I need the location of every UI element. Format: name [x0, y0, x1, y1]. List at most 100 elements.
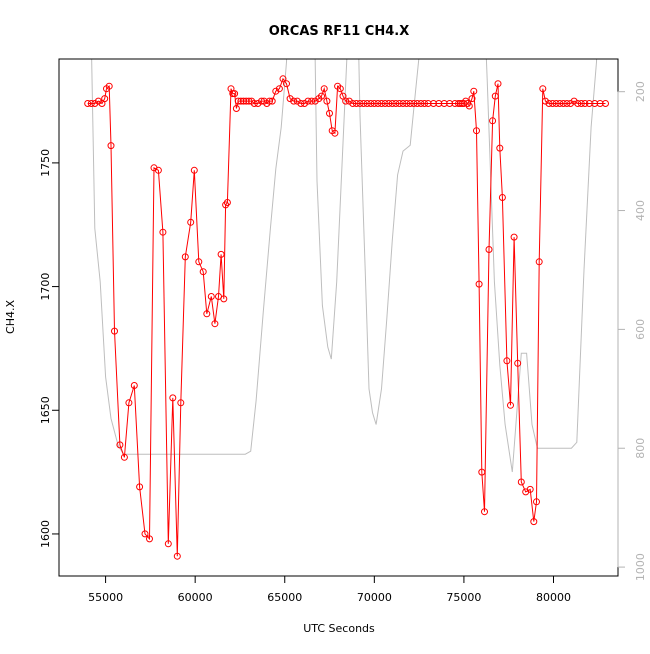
ch4-data-point — [187, 218, 195, 226]
y-tick-label: 1750 — [39, 149, 52, 177]
ch4-data-point — [507, 401, 514, 409]
ch4-data-point — [385, 100, 393, 107]
ch4-data-point — [491, 92, 499, 100]
ch4-data-point — [475, 280, 483, 288]
ch4-data-point — [349, 100, 357, 107]
y-axis-right: 200 400 600 800 1000 — [617, 81, 647, 581]
ch4-data-point — [203, 310, 211, 318]
ch4-data-point — [87, 100, 95, 107]
ch4-data-point — [410, 100, 418, 107]
ch4-data-point — [220, 295, 228, 303]
ch4-data-point — [510, 233, 518, 241]
ch4-data-point — [370, 100, 378, 107]
x-tick-label: 60000 — [178, 591, 213, 604]
ch4-data-point — [94, 97, 102, 105]
y-tick-label: 1600 — [39, 520, 52, 548]
ch4-data-point — [392, 100, 400, 107]
ch4-data-point — [574, 100, 582, 107]
ch4-data-point — [326, 109, 333, 117]
ch4-data-point — [136, 483, 144, 491]
ch4-data-point — [190, 166, 198, 174]
x-tick-label: 80000 — [536, 591, 571, 604]
ch4-data-point — [227, 85, 235, 93]
ch4-data-point — [446, 100, 454, 107]
ch4-data-point — [514, 359, 522, 367]
ch4-data-point — [489, 117, 497, 125]
x-tick-label: 70000 — [357, 591, 392, 604]
ch4-data-point — [395, 100, 403, 107]
x-tick-label: 65000 — [267, 591, 302, 604]
y2-tick-label: 800 — [634, 438, 647, 459]
ch4-data-point — [320, 85, 328, 93]
ch4-data-point — [345, 97, 353, 105]
y-axis-label: CH4.X — [4, 300, 17, 334]
ch4-data-point — [120, 453, 128, 461]
ch4-data-point — [173, 552, 181, 560]
ch4-data-point — [494, 80, 502, 88]
ch4-series-layer — [87, 77, 606, 557]
ch4-data-point — [232, 105, 240, 112]
ch4-data-point — [125, 399, 133, 407]
ch4-data-point — [141, 530, 149, 538]
ch4-data-point — [503, 357, 511, 365]
ch4-data-point — [101, 95, 109, 103]
ch4-data-point — [275, 85, 283, 93]
ch4-data-point — [308, 97, 316, 105]
ch4-data-point — [430, 100, 437, 107]
ch4-data-point — [297, 100, 305, 107]
ch4-data-point — [602, 100, 609, 107]
ch4-data-point — [406, 100, 414, 107]
ch4-data-point — [549, 100, 557, 107]
ch4-data-point — [399, 100, 407, 107]
chart-title: ORCAS RF11 CH4.X — [269, 24, 410, 39]
ch4-data-point — [451, 100, 459, 107]
ch4-data-point — [481, 508, 488, 516]
ch4-data-point — [360, 100, 368, 107]
ch4-data-point — [91, 100, 99, 107]
ch4-series-line — [87, 77, 606, 557]
ch4-data-point — [283, 80, 290, 88]
secondary-series-layer — [91, 59, 598, 473]
ch4-data-point — [318, 92, 325, 100]
ch4-data-point — [570, 97, 578, 105]
ch4-data-point — [535, 258, 543, 266]
secondary-series-line — [91, 59, 598, 473]
ch4-data-point — [563, 100, 571, 107]
ch4-data-point — [478, 468, 486, 476]
ch4-data-point — [331, 129, 339, 137]
ch4-data-point — [169, 394, 177, 402]
ch4-data-point — [250, 100, 258, 107]
ch4-data-point — [596, 100, 604, 107]
ch4-data-point — [421, 100, 428, 107]
ch4-data-point — [496, 144, 504, 152]
ch4-data-point — [541, 97, 549, 105]
ch4-data-point — [533, 498, 540, 506]
ch4-data-point — [211, 320, 219, 328]
x-axis: 55000 60000 65000 70000 75000 80000 — [88, 575, 571, 604]
y2-tick-label: 200 — [634, 81, 647, 102]
ch4-data-point — [293, 97, 301, 105]
ch4-data-point — [440, 100, 448, 107]
y-axis-left: 1600 1650 1700 1750 — [39, 149, 60, 548]
y-tick-label: 1700 — [39, 273, 52, 301]
y2-tick-label: 600 — [634, 319, 647, 340]
ch4-data-point — [352, 100, 360, 107]
ch4-data-point — [231, 90, 239, 98]
ch4-data-point — [417, 100, 425, 107]
ch4-data-point — [378, 100, 385, 107]
ch4-data-point — [177, 399, 185, 407]
ch4-data-point — [301, 100, 308, 107]
ch4-data-point — [388, 100, 396, 107]
ch4-data-point — [159, 228, 167, 236]
plot-frame — [58, 58, 619, 577]
ch4-data-point — [485, 246, 493, 253]
ch4-data-point — [435, 100, 443, 107]
ch4-data-point — [374, 100, 382, 107]
ch4-data-point — [116, 441, 124, 449]
ch4-data-point — [403, 100, 411, 107]
ch4-data-point — [470, 87, 478, 95]
ch4-data-point — [567, 100, 574, 107]
ch4-data-point — [336, 85, 344, 93]
ch4-data-point — [304, 97, 312, 105]
